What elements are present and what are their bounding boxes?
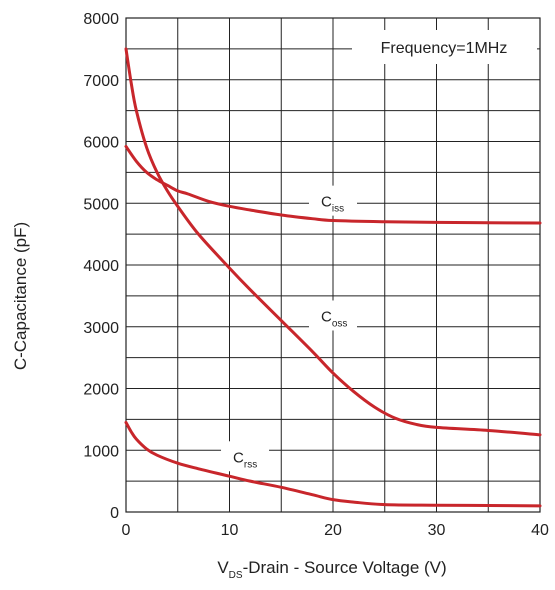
series-label-oss: Coss [309, 300, 357, 331]
y-tick-label: 4000 [83, 258, 119, 275]
series-line-c-rss [124, 420, 542, 508]
series-label-iss: Ciss [309, 185, 357, 216]
x-tick-label: 30 [428, 522, 446, 539]
series-label-text: Crss [233, 449, 257, 470]
series-label-text: Ciss [321, 194, 344, 215]
x-axis-title: VDS-Drain - Source Voltage (V) [217, 558, 446, 581]
series-label-background [221, 441, 270, 472]
y-axis-title: C-Capacitance (pF) [11, 222, 30, 370]
x-tick-label: 10 [221, 522, 239, 539]
plot-frame [125, 17, 541, 513]
y-tick-label: 3000 [83, 320, 119, 337]
series-label-background [309, 185, 357, 216]
series-line-c-oss [124, 47, 542, 437]
y-tick-label: 0 [110, 505, 119, 522]
series-label-main: C [321, 194, 332, 211]
series-label-background [309, 300, 357, 331]
x-tick-label: 20 [324, 522, 342, 539]
series-line-c-iss [124, 144, 542, 225]
x-axis-title-rest: -Drain - Source Voltage (V) [243, 558, 447, 577]
x-tick-label: 40 [531, 522, 549, 539]
y-tick-label: 2000 [83, 382, 119, 399]
y-tick-label: 5000 [83, 196, 119, 213]
series-label-subscript: iss [332, 204, 344, 215]
frequency-annotation-text: Frequency=1MHz [381, 40, 508, 57]
series-label-text: Coss [321, 308, 347, 329]
y-tick-label: 8000 [83, 11, 119, 28]
x-tick-label: 0 [122, 522, 131, 539]
series-label-main: C [233, 449, 244, 466]
series-label-subscript: oss [332, 318, 348, 329]
y-tick-label: 1000 [83, 443, 119, 460]
series-label-main: C [321, 308, 332, 325]
y-tick-label: 6000 [83, 135, 119, 152]
frequency-annotation: Frequency=1MHz [352, 30, 537, 64]
y-tick-label: 7000 [83, 73, 119, 90]
x-axis-title-main: V [217, 558, 229, 577]
series-label-subscript: rss [244, 459, 257, 470]
series-label-rss: Crss [221, 441, 270, 472]
x-axis-title-subscript: DS [229, 570, 243, 581]
